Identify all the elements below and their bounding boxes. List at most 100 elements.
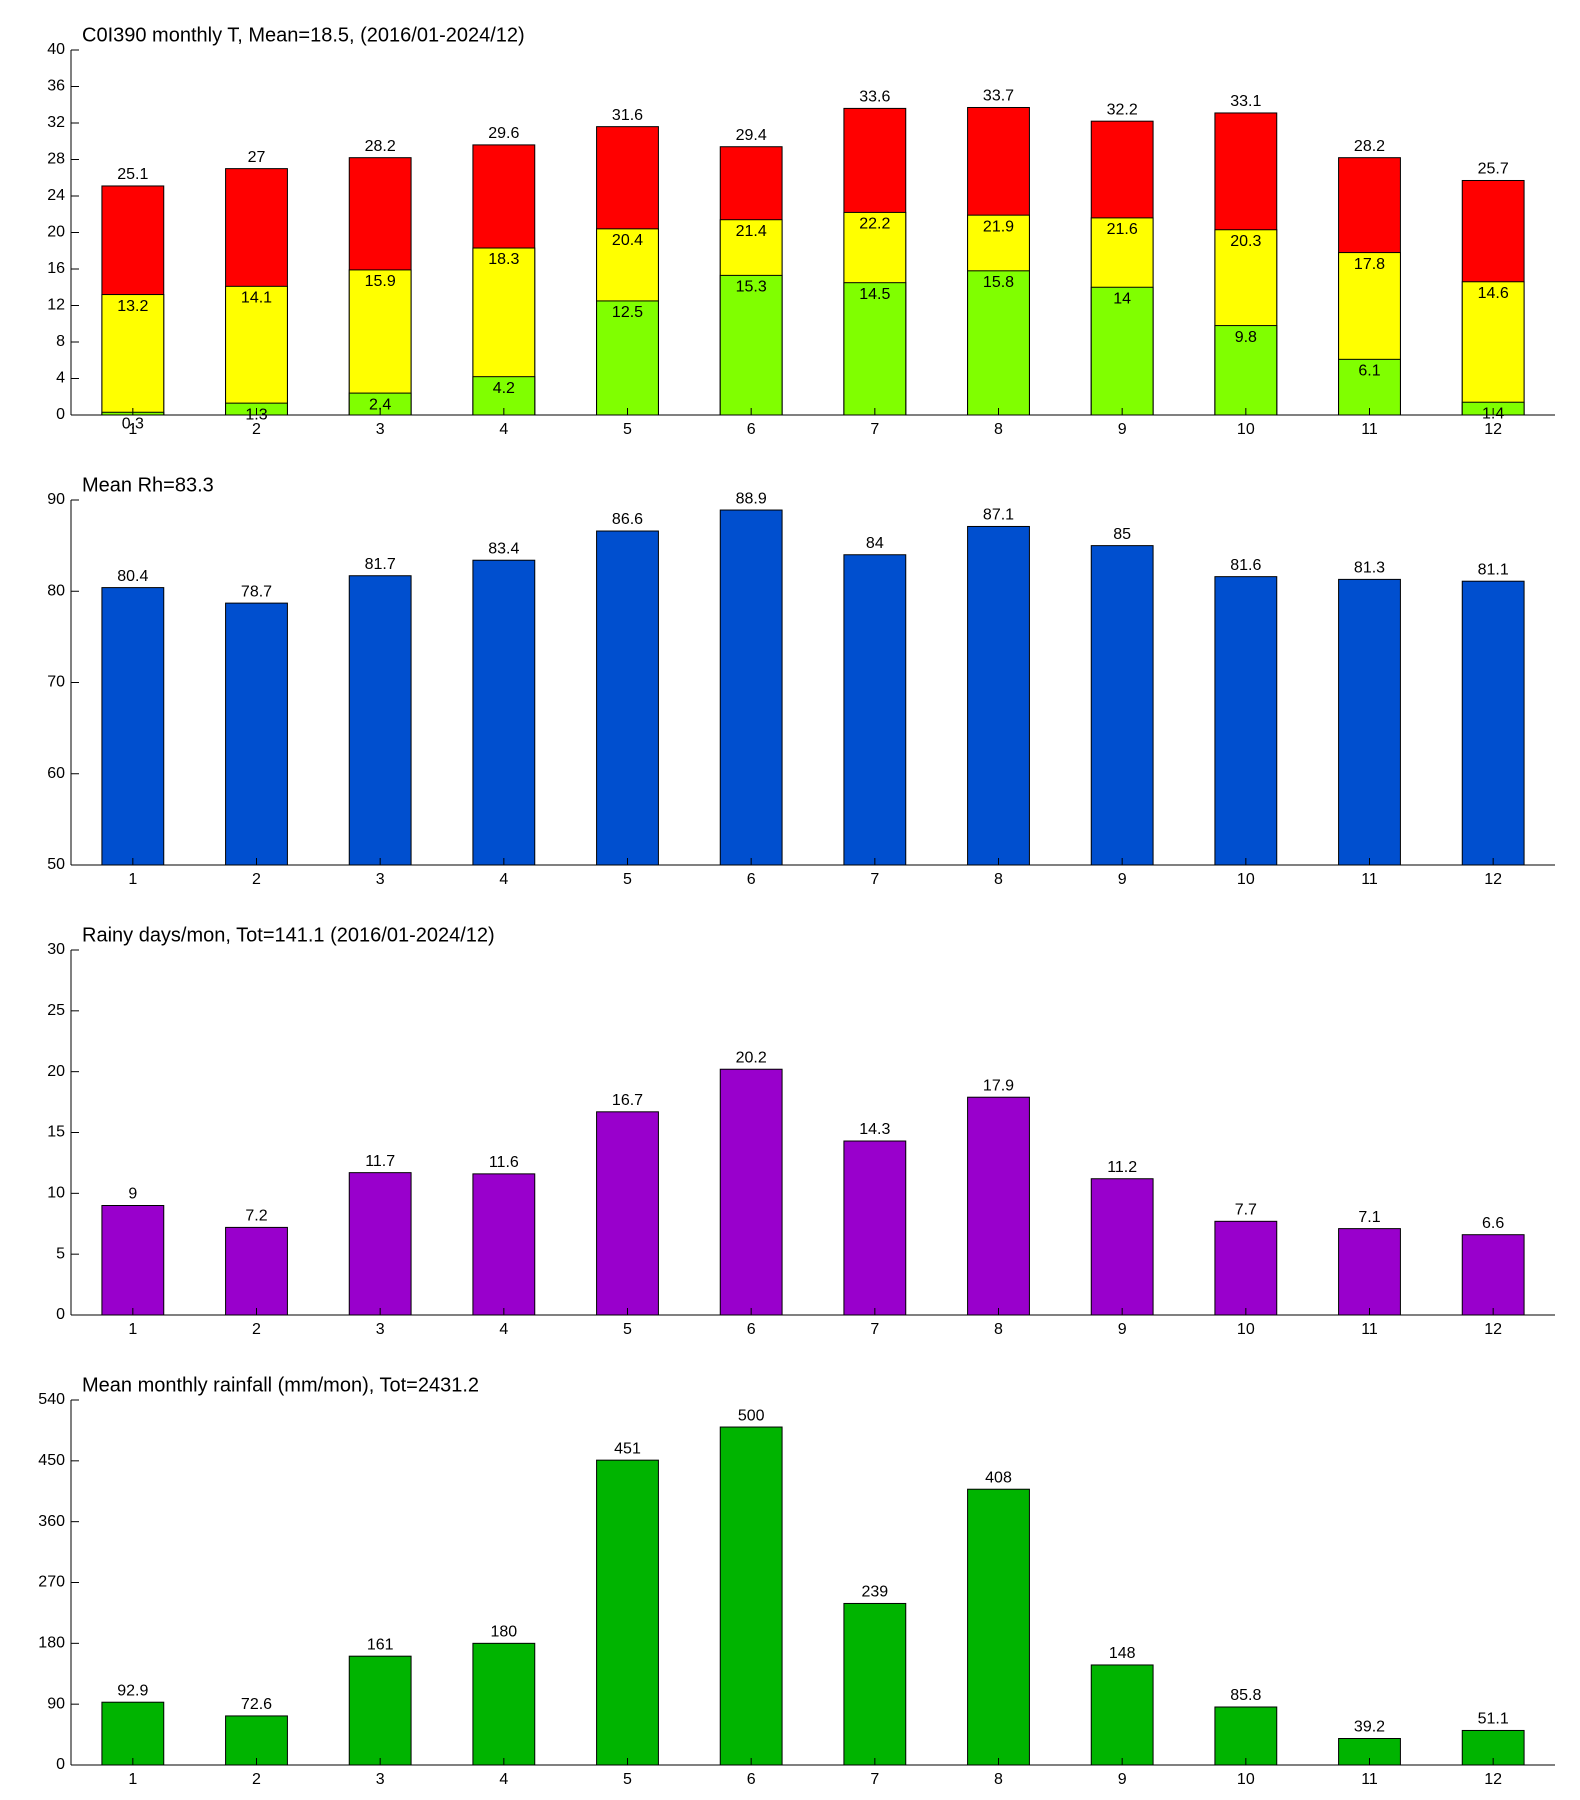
- y-tick-label: 12: [47, 297, 65, 314]
- x-tick-label: 12: [1484, 421, 1502, 438]
- y-tick-label: 540: [38, 1391, 65, 1408]
- bar: [596, 530, 659, 866]
- x-tick-label: 5: [623, 1321, 632, 1338]
- y-tick-label: 0: [56, 1306, 65, 1323]
- value-label: 28.2: [365, 138, 396, 155]
- x-tick-label: 8: [994, 1321, 1003, 1338]
- value-label: 81.6: [1230, 557, 1261, 574]
- bar: [1338, 578, 1401, 866]
- value-label: 15.3: [736, 279, 767, 296]
- x-tick-label: 7: [870, 421, 879, 438]
- y-tick-label: 28: [47, 151, 65, 168]
- y-tick-label: 15: [47, 1124, 65, 1141]
- value-label: 15.9: [365, 273, 396, 290]
- value-label: 14: [1113, 290, 1131, 307]
- x-tick-label: 11: [1361, 1321, 1378, 1338]
- value-label: 27: [248, 149, 266, 166]
- value-label: 7.2: [245, 1208, 267, 1225]
- x-tick-label: 9: [1118, 421, 1127, 438]
- x-tick-label: 12: [1484, 1321, 1502, 1338]
- y-tick-label: 0: [56, 406, 65, 423]
- bar: [1090, 1664, 1154, 1766]
- value-label: 20.2: [736, 1049, 767, 1066]
- bar: [1461, 281, 1525, 416]
- value-label: 14.5: [859, 286, 890, 303]
- value-label: 31.6: [612, 107, 643, 124]
- value-label: 14.1: [241, 290, 272, 307]
- value-label: 12.5: [612, 304, 643, 321]
- value-label: 83.4: [488, 540, 519, 557]
- value-label: 17.8: [1354, 256, 1385, 273]
- value-label: 33.6: [859, 89, 890, 106]
- value-label: 28.2: [1354, 138, 1385, 155]
- value-label: 451: [614, 1440, 641, 1457]
- bar: [101, 1701, 165, 1766]
- value-label: 4.2: [493, 380, 515, 397]
- bar: [1090, 545, 1154, 866]
- x-tick-label: 8: [994, 1771, 1003, 1788]
- x-tick-label: 2: [252, 1321, 261, 1338]
- x-tick-label: 3: [376, 871, 385, 888]
- bar: [719, 509, 783, 866]
- bar: [225, 1226, 288, 1316]
- bar: [1090, 1178, 1154, 1316]
- x-tick-label: 10: [1237, 1771, 1255, 1788]
- x-tick-label: 9: [1118, 871, 1127, 888]
- x-tick-label: 3: [376, 1771, 385, 1788]
- value-label: 92.9: [117, 1682, 148, 1699]
- x-tick-label: 1: [128, 1321, 137, 1338]
- value-label: 51.1: [1478, 1711, 1509, 1728]
- x-tick-label: 10: [1237, 421, 1255, 438]
- chart-title: C0I390 monthly T, Mean=18.5, (2016/01-20…: [82, 24, 525, 46]
- x-tick-label: 4: [499, 421, 508, 438]
- value-label: 85.8: [1230, 1687, 1261, 1704]
- y-tick-label: 25: [47, 1002, 65, 1019]
- bar: [1338, 1228, 1401, 1316]
- bar: [719, 274, 783, 416]
- y-tick-label: 20: [47, 1063, 65, 1080]
- x-tick-label: 5: [623, 871, 632, 888]
- value-label: 14.3: [859, 1121, 890, 1138]
- y-tick-label: 270: [38, 1574, 65, 1591]
- y-tick-label: 5: [56, 1245, 65, 1262]
- value-label: 32.2: [1107, 101, 1138, 118]
- value-label: 6.6: [1482, 1215, 1504, 1232]
- value-label: 25.1: [117, 166, 148, 183]
- bar: [1338, 358, 1401, 416]
- x-tick-label: 11: [1361, 421, 1378, 438]
- value-label: 20.3: [1230, 233, 1261, 250]
- value-label: 81.7: [365, 556, 396, 573]
- value-label: 11.7: [365, 1153, 395, 1170]
- chart-title: Mean monthly rainfall (mm/mon), Tot=2431…: [82, 1374, 479, 1396]
- x-tick-label: 6: [747, 421, 756, 438]
- y-tick-label: 60: [47, 765, 65, 782]
- x-tick-label: 9: [1118, 1321, 1127, 1338]
- value-label: 29.4: [736, 127, 767, 144]
- value-label: 33.1: [1230, 93, 1261, 110]
- x-tick-label: 6: [747, 1771, 756, 1788]
- value-label: 84: [866, 535, 884, 552]
- value-label: 239: [861, 1584, 888, 1601]
- y-tick-label: 90: [47, 1695, 65, 1712]
- x-tick-label: 5: [623, 1771, 632, 1788]
- y-tick-label: 40: [47, 41, 65, 58]
- y-tick-label: 8: [56, 333, 65, 350]
- x-tick-label: 8: [994, 871, 1003, 888]
- x-tick-label: 7: [870, 871, 879, 888]
- value-label: 180: [490, 1624, 517, 1641]
- x-tick-label: 1: [128, 1771, 137, 1788]
- value-label: 39.2: [1354, 1719, 1385, 1736]
- value-label: 13.2: [117, 298, 148, 315]
- x-tick-label: 6: [747, 871, 756, 888]
- value-label: 88.9: [736, 490, 767, 507]
- x-tick-label: 12: [1484, 1771, 1502, 1788]
- y-tick-label: 24: [47, 187, 65, 204]
- bar: [1461, 1234, 1525, 1316]
- value-label: 80.4: [117, 568, 148, 585]
- y-tick-label: 30: [47, 941, 65, 958]
- x-tick-label: 11: [1361, 1771, 1378, 1788]
- value-label: 78.7: [241, 583, 272, 600]
- bar: [1214, 1706, 1278, 1766]
- bar: [472, 1173, 536, 1316]
- bar: [719, 1426, 783, 1766]
